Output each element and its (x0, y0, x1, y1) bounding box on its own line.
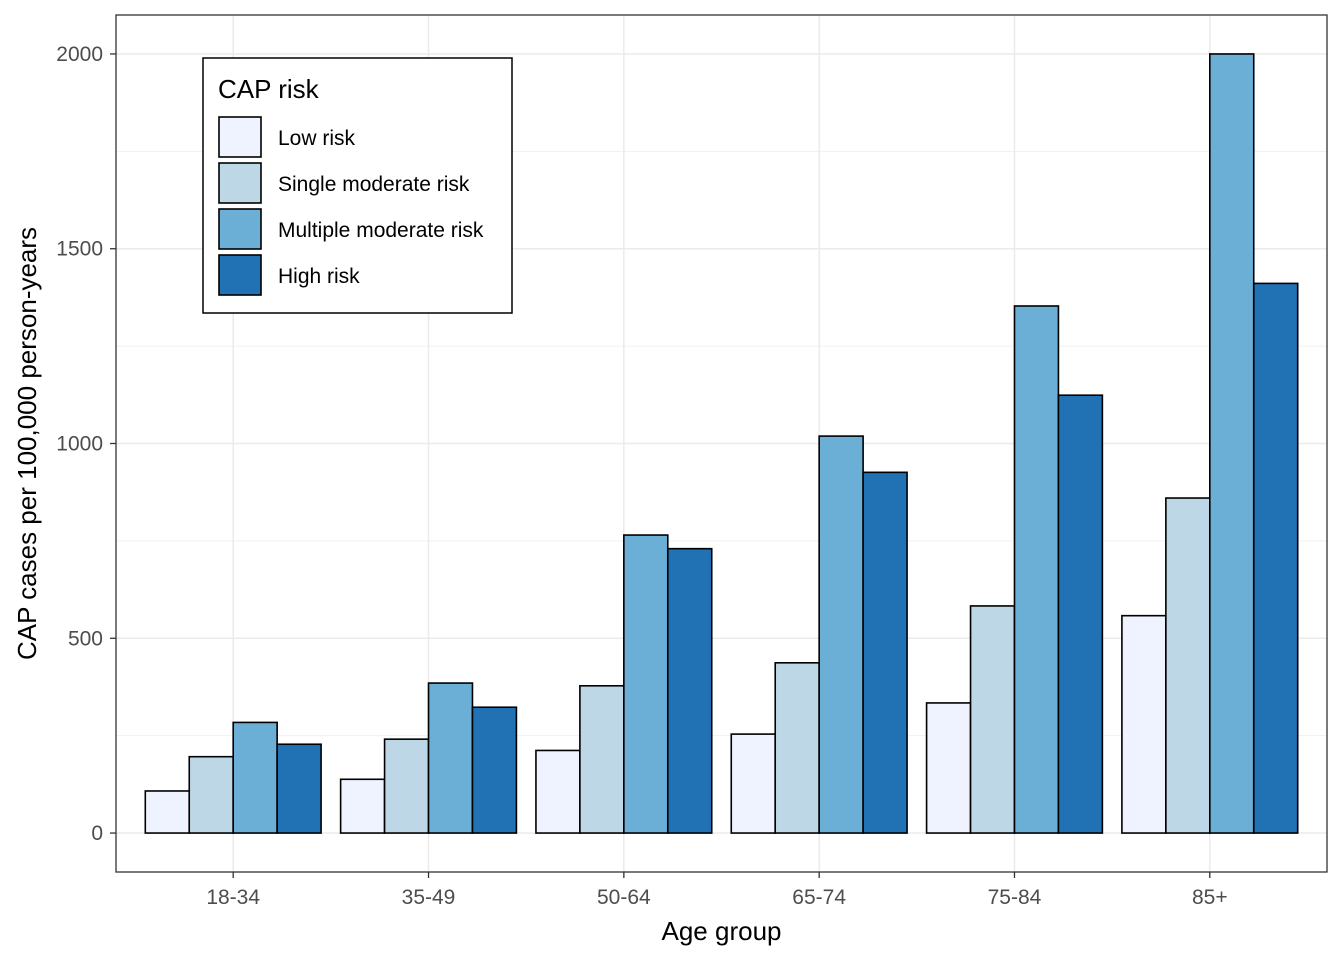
x-tick-label: 85+ (1192, 886, 1228, 909)
bar (730, 733, 777, 834)
y-axis: 0 500 1000 1500 2000 (56, 43, 116, 845)
y-axis-title: CAP cases per 100,000 person-years (12, 227, 42, 660)
bar (144, 790, 191, 834)
bar (276, 743, 322, 834)
bar (1121, 614, 1167, 834)
bar (579, 684, 625, 834)
bar (1013, 305, 1060, 834)
legend-label: Low risk (278, 127, 356, 150)
bar (818, 435, 864, 834)
legend-swatch (218, 208, 262, 250)
bar (535, 749, 581, 834)
bar (232, 721, 278, 834)
y-tick-label: 1000 (56, 433, 103, 456)
bar (1252, 282, 1299, 834)
bar (862, 471, 908, 834)
legend-swatch (218, 162, 262, 204)
bars (144, 53, 1299, 834)
bar (623, 534, 669, 834)
y-tick-label: 1500 (56, 238, 103, 261)
bar (1165, 497, 1211, 834)
y-tick-label: 0 (91, 822, 103, 845)
x-axis: 18-34 35-49 50-64 65-74 75-84 85+ (206, 872, 1228, 909)
x-tick-label: 50-64 (597, 886, 651, 909)
bar (383, 738, 430, 834)
legend-swatch (218, 116, 262, 158)
x-tick-label: 35-49 (402, 886, 456, 909)
legend-swatch (218, 254, 262, 296)
bar (339, 778, 386, 834)
bar (969, 605, 1016, 834)
legend-label: Single moderate risk (278, 173, 470, 196)
bar (1057, 394, 1104, 834)
x-tick-label: 18-34 (206, 886, 260, 909)
legend: CAP risk Low risk Single moderate risk Mul… (202, 57, 513, 314)
bar (666, 547, 713, 834)
x-tick-label: 65-74 (792, 886, 846, 909)
legend-label: High risk (278, 265, 360, 288)
legend-title: CAP risk (218, 74, 320, 104)
bar (471, 706, 518, 834)
bar (427, 682, 474, 834)
y-tick-label: 500 (68, 627, 103, 650)
legend-label: Multiple moderate risk (278, 219, 484, 242)
x-tick-label: 75-84 (988, 886, 1042, 909)
bar (925, 702, 972, 834)
bar (774, 662, 820, 834)
legend-items: Low risk Single moderate risk Multiple mod… (218, 116, 484, 296)
y-tick-label: 2000 (56, 43, 103, 66)
bar (188, 755, 234, 834)
bar (1209, 53, 1255, 834)
x-axis-title: Age group (662, 916, 782, 946)
